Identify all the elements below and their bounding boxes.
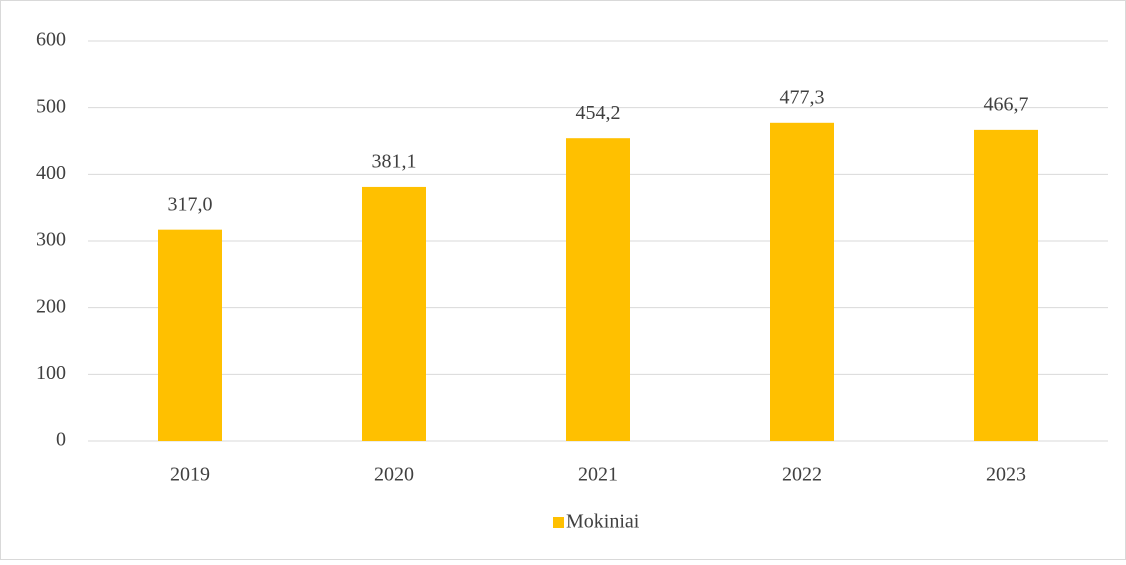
data-label: 477,3 — [780, 86, 825, 108]
bar — [566, 138, 630, 441]
x-tick-label: 2020 — [374, 464, 414, 486]
y-tick-label: 300 — [36, 229, 66, 251]
bar — [974, 129, 1038, 441]
y-tick-label: 200 — [36, 295, 66, 317]
y-tick-label: 400 — [36, 162, 66, 184]
bar — [158, 229, 222, 441]
y-tick-label: 500 — [36, 95, 66, 117]
x-tick-label: 2019 — [170, 464, 210, 486]
y-tick-label: 0 — [56, 429, 66, 451]
x-tick-label: 2022 — [782, 464, 822, 486]
bar — [362, 186, 426, 441]
data-label: 381,1 — [372, 151, 417, 173]
legend-label: Mokiniai — [566, 511, 640, 533]
bar — [770, 122, 834, 442]
legend-swatch — [553, 517, 564, 528]
x-tick-label: 2023 — [986, 464, 1026, 486]
data-label: 466,7 — [984, 93, 1029, 115]
data-label: 317,0 — [168, 193, 213, 215]
data-label: 454,2 — [576, 102, 621, 124]
y-tick-label: 600 — [36, 29, 66, 51]
y-tick-label: 100 — [36, 362, 66, 384]
x-tick-label: 2021 — [578, 464, 618, 486]
